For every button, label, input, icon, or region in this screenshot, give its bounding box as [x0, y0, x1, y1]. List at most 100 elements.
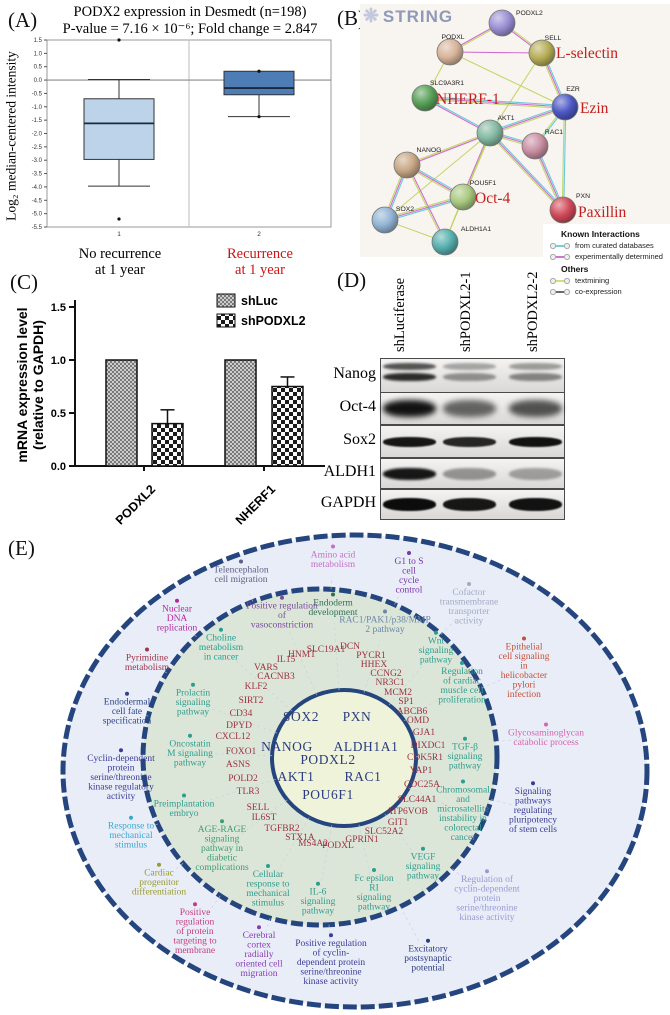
blot-band [443, 498, 496, 511]
middle-pathway-label: RAC1/PAK1/p38/MMP 2 pathway [339, 615, 431, 635]
ring-gene-label: CDK5R1 [407, 753, 443, 763]
ring-gene-label: TLR3 [237, 787, 260, 797]
svg-text:-4.0: -4.0 [32, 185, 43, 191]
svg-text:1.5: 1.5 [34, 38, 43, 44]
string-node-label: EZR [566, 86, 580, 93]
string-node-SOX2 [371, 206, 399, 234]
legend-label: shPODXL2 [241, 314, 306, 328]
svg-text:0.0: 0.0 [51, 461, 66, 473]
ring-gene-label: PODXL [322, 841, 354, 851]
legend-item: co-expression [549, 287, 670, 296]
string-snowflake-icon: ❋ [363, 6, 380, 27]
middle-pathway-label: Preimplantation embryo [154, 799, 215, 819]
outer-pathway-label: Cerebral cortex radially oriented cell migra… [235, 931, 283, 979]
outer-pathway-label: Telencephalon cell migration [213, 565, 269, 585]
box-group-2 [223, 69, 295, 119]
svg-text:-4.5: -4.5 [32, 198, 43, 204]
blot-band [443, 373, 496, 381]
ring-gene-label: CD34 [230, 709, 253, 719]
ring-gene-label: HHEX [361, 660, 388, 670]
ring-gene-label: ABCB6 [397, 707, 428, 717]
svg-text:2: 2 [257, 231, 261, 238]
string-network: PODXL2 PODXL SELL SLC9A3R1 EZR AKT1 RAC1 NANOG P… [360, 4, 670, 257]
string-logo-text: STRING [382, 6, 454, 26]
string-annotation: Oct-4 [475, 190, 511, 207]
outer-pathway-label: Cyclin-dependent protein serine/threonine k… [87, 754, 155, 802]
blot-band [383, 498, 436, 511]
blot-band [383, 400, 436, 417]
outer-pathway-label: Positive regulation of cyclin-dependent p… [295, 939, 367, 987]
outer-pathway-label: Nuclear DNA replication [157, 605, 198, 634]
blot-band [383, 363, 436, 370]
blot-band [443, 363, 496, 370]
string-node-label: PXN [576, 193, 590, 200]
box-group-1 [83, 38, 155, 221]
string-node-label: AKT1 [498, 115, 515, 122]
middle-pathway-label: Fc epsilon RI signaling pathway [354, 874, 394, 913]
legend-swatch-shLuc [216, 293, 236, 308]
legend-title: Known Interactions [561, 229, 640, 239]
string-node-label: PODXL [441, 34, 464, 41]
string-annotation: L-selectin [556, 45, 618, 62]
ring-gene-label: SELL [247, 803, 270, 813]
legend-item: experimentally determined [549, 252, 670, 261]
svg-text:1: 1 [117, 231, 121, 238]
hub-gene-label: AKT1 [278, 769, 315, 784]
blot-band [383, 436, 436, 447]
ring-gene-label: GJA1 [413, 728, 435, 738]
middle-pathway-label: Regulation of cardiac muscle cell prolifera… [438, 667, 486, 706]
ring-gene-label: KLF2 [245, 682, 268, 692]
outer-pathway-label: Glycosaminoglycan catabolic process [508, 728, 584, 748]
outer-pathway-label: Cofactor transmembrane transporter activity [440, 587, 499, 627]
string-node-PXN [549, 196, 577, 224]
string-node-ALDH1A1 [431, 228, 459, 256]
pathway-wheel: Telencephalon cell migration Amino acid met… [60, 532, 650, 1010]
blot-row-label-Oct-4: Oct-4 [339, 397, 376, 415]
svg-text:-5.0: -5.0 [32, 212, 43, 218]
string-annotation: Ezin [580, 100, 609, 117]
legend-label: shLuc [241, 294, 278, 308]
blot-band [443, 467, 496, 480]
hub-gene-label: PODXL2 [300, 752, 355, 767]
svg-text:-3.0: -3.0 [32, 158, 43, 164]
middle-pathway-label: IL-6 signaling pathway [301, 888, 336, 917]
hub-gene-label: PXN [343, 709, 372, 724]
ring-gene-label: IL15 [277, 655, 296, 665]
lane-label-shPODXL2-2: shPODXL2-2 [525, 271, 541, 352]
ring-gene-label: MCM2 [384, 688, 412, 698]
svg-text:1.5: 1.5 [51, 302, 66, 314]
ring-gene-label: SLC19A1 [307, 645, 346, 655]
ring-gene-label: NR3C1 [375, 678, 404, 688]
ring-gene-label: GPRIN1 [345, 835, 379, 845]
outer-pathway-label: Excitatory postsynaptic potential [404, 945, 452, 974]
panel-a-title: PODX2 expression in Desmedt (n=198) P-va… [45, 4, 335, 38]
lane-label-shPODXL2-1: shPODXL2-1 [458, 271, 474, 352]
ring-gene-label: SP1 [398, 697, 414, 707]
legend-item: textmining [549, 276, 670, 285]
svg-text:1.0: 1.0 [34, 51, 43, 57]
string-node-NANOG [393, 151, 421, 179]
ring-gene-label: YAP1 [410, 766, 433, 776]
middle-pathway-label: Wnt signaling pathway [419, 637, 454, 666]
group-label-recurrence: Recurrence at 1 year [226, 246, 293, 278]
middle-pathway-label: VEGF signaling pathway [406, 853, 441, 882]
ring-gene-label: SIRT2 [239, 696, 264, 706]
legend-item: from curated databases [549, 241, 670, 250]
ring-gene-label: SLC52A2 [365, 827, 404, 837]
ring-gene-label: CCNG2 [370, 669, 401, 679]
blot-band [443, 400, 496, 417]
string-node-SLC9A3R1 [411, 84, 439, 112]
ring-gene-label: CACNB3 [257, 672, 295, 682]
outer-pathway-label: Positive regulation of protein targeting to… [173, 908, 217, 956]
outer-pathway-label: Signaling pathways regulating pluripotency o… [509, 787, 557, 835]
ring-gene-label: HNMT [288, 650, 316, 660]
middle-pathway-label: Endoderm development [308, 598, 357, 618]
ring-gene-label: VARS [254, 663, 278, 673]
bar-shPODXL2-PODXL2 [151, 422, 184, 467]
legend-title: Others [561, 264, 589, 274]
hub-gene-label: SOX2 [283, 709, 319, 724]
string-node-SELL [528, 39, 556, 67]
middle-pathway-label: Positive regulation of vasoconstriction [246, 602, 318, 631]
